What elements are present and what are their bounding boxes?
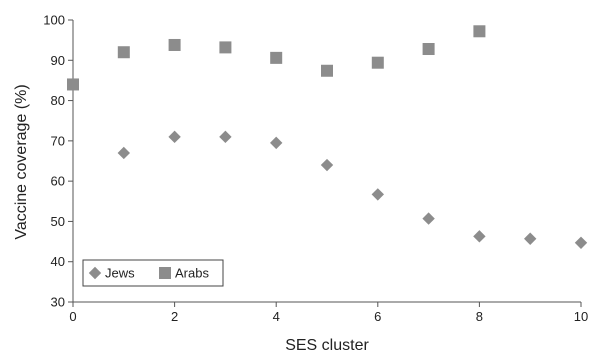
jews-point bbox=[168, 130, 181, 144]
legend-jews-marker bbox=[88, 266, 102, 280]
y-tick-label: 100 bbox=[43, 13, 65, 28]
y-axis-title: Vaccine coverage (%) bbox=[13, 84, 30, 239]
arabs-point bbox=[67, 78, 79, 91]
x-tick-label: 10 bbox=[574, 309, 588, 324]
legend-box bbox=[82, 259, 224, 287]
legend-arabs-label: Arabs bbox=[175, 266, 209, 281]
legend: Jews Arabs bbox=[82, 259, 224, 287]
y-tick-label: 50 bbox=[51, 214, 65, 229]
x-tick-label: 8 bbox=[476, 309, 483, 324]
x-axis-title: SES cluster bbox=[285, 337, 369, 354]
jews-point bbox=[117, 146, 130, 160]
legend-jews-label: Jews bbox=[105, 266, 135, 281]
arabs-point bbox=[473, 25, 486, 38]
x-tick-label: 6 bbox=[374, 309, 381, 324]
jews-point bbox=[219, 130, 232, 144]
arabs-point bbox=[422, 43, 435, 56]
y-tick-label: 80 bbox=[51, 93, 65, 108]
legend-arabs-marker bbox=[159, 267, 171, 279]
x-tick-label: 4 bbox=[273, 309, 280, 324]
y-tick-label: 30 bbox=[51, 295, 65, 310]
jews-point bbox=[574, 236, 588, 249]
jews-point bbox=[473, 230, 486, 243]
y-tick-label: 90 bbox=[51, 53, 65, 68]
jews-point bbox=[524, 232, 537, 245]
y-tick-label: 70 bbox=[51, 133, 65, 148]
x-tick-label: 0 bbox=[69, 309, 76, 324]
arabs-point bbox=[270, 51, 283, 64]
x-tick-label: 2 bbox=[171, 309, 178, 324]
jews-point bbox=[270, 136, 283, 150]
y-tick-label: 60 bbox=[51, 174, 65, 189]
arabs-point bbox=[117, 46, 130, 59]
y-tick-label: 40 bbox=[51, 254, 65, 269]
arabs-point bbox=[321, 64, 333, 77]
data-marks bbox=[67, 25, 588, 249]
arabs-point bbox=[219, 41, 232, 54]
axes: 30 40 50 60 70 80 90 100 0 2 4 6 8 10 bbox=[43, 13, 588, 325]
arabs-point bbox=[371, 56, 384, 69]
jews-point bbox=[422, 212, 435, 225]
arabs-point bbox=[168, 38, 181, 51]
jews-point bbox=[320, 158, 334, 172]
jews-point bbox=[371, 188, 384, 201]
